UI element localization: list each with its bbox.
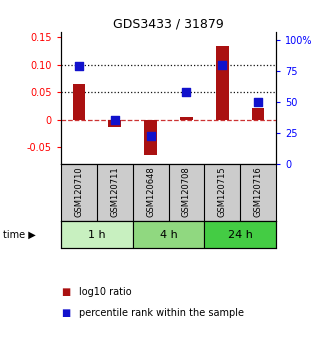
Bar xyxy=(204,222,276,248)
Bar xyxy=(180,118,193,120)
Point xyxy=(184,89,189,95)
Text: GSM120710: GSM120710 xyxy=(74,166,83,217)
Text: GSM120711: GSM120711 xyxy=(110,166,119,217)
Title: GDS3433 / 31879: GDS3433 / 31879 xyxy=(113,18,224,31)
Bar xyxy=(61,222,133,248)
Point xyxy=(76,63,82,69)
Bar xyxy=(144,120,157,155)
Text: ■: ■ xyxy=(61,308,70,318)
Text: GSM120716: GSM120716 xyxy=(254,166,263,217)
Text: ■: ■ xyxy=(61,287,70,297)
Text: percentile rank within the sample: percentile rank within the sample xyxy=(79,308,244,318)
Bar xyxy=(133,222,204,248)
Text: GSM120708: GSM120708 xyxy=(182,166,191,217)
Bar xyxy=(108,120,121,127)
Text: 1 h: 1 h xyxy=(88,230,106,240)
Text: log10 ratio: log10 ratio xyxy=(79,287,131,297)
Bar xyxy=(216,46,229,120)
Text: 24 h: 24 h xyxy=(228,230,253,240)
Bar xyxy=(73,84,85,120)
Text: 4 h: 4 h xyxy=(160,230,178,240)
Point xyxy=(148,133,153,139)
Bar xyxy=(252,108,265,120)
Point xyxy=(220,62,225,68)
Text: GSM120715: GSM120715 xyxy=(218,166,227,217)
Point xyxy=(256,99,261,104)
Point xyxy=(112,118,117,123)
Text: GSM120648: GSM120648 xyxy=(146,166,155,217)
Text: time ▶: time ▶ xyxy=(3,230,36,240)
